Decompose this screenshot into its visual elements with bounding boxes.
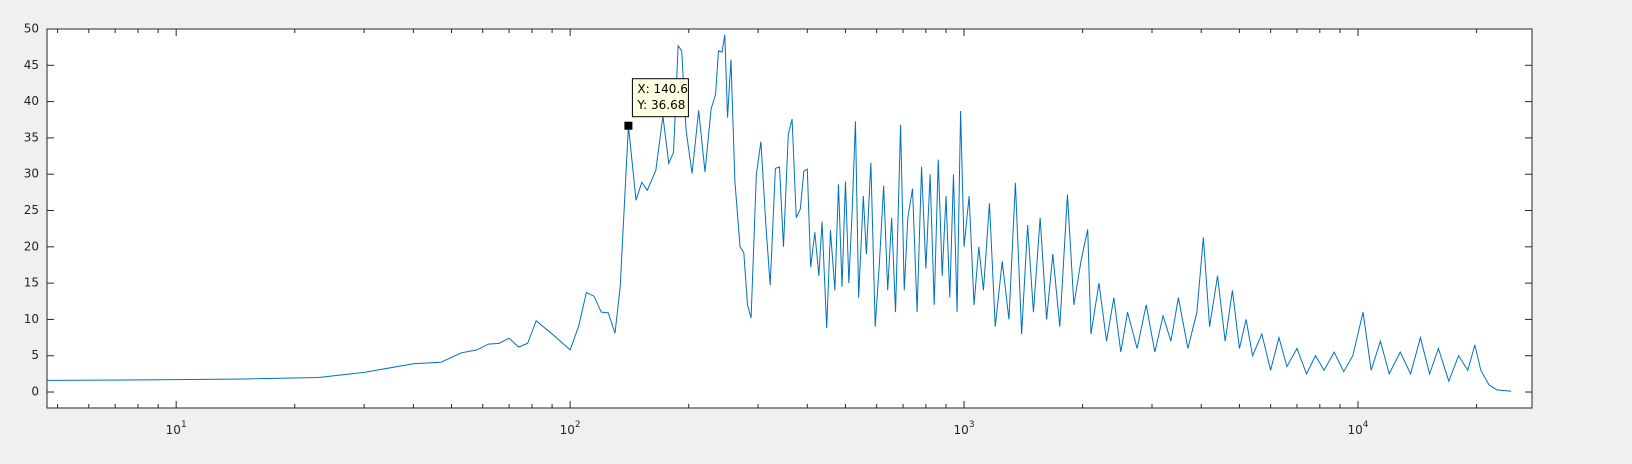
x-tick-label: 104 — [1347, 420, 1368, 437]
y-tick-label: 0 — [31, 385, 39, 399]
axes: 0 5 10 15 20 25 30 35 40 45 50 101 102 103 104 X: 140.6… — [24, 22, 1533, 437]
datatip-box — [631, 78, 689, 118]
x-tick-label: 101 — [166, 420, 187, 437]
y-tick-label: 10 — [24, 312, 39, 326]
data-line — [47, 34, 1512, 392]
x-tick-label: 103 — [954, 420, 975, 437]
y-tick-label: 30 — [24, 167, 39, 181]
y-tick-label: 25 — [24, 203, 39, 217]
y-tick-label: 15 — [24, 276, 39, 290]
datatip-marker — [624, 121, 633, 130]
y-tick-label: 5 — [31, 348, 39, 362]
y-tick-label: 40 — [24, 94, 39, 108]
plot-content — [47, 34, 1512, 392]
datatip-y: Y: 36.68 — [636, 98, 685, 112]
plot-area — [47, 29, 1532, 408]
y-tick-label: 35 — [24, 130, 39, 144]
y-tick-label: 20 — [24, 239, 39, 253]
y-tick-label: 50 — [24, 22, 39, 36]
datatip-x: X: 140.6 — [637, 82, 687, 96]
x-tick-label: 102 — [560, 420, 581, 437]
axes-box — [46, 28, 1533, 409]
y-tick-label: 45 — [24, 58, 39, 72]
datatip: X: 140.6 Y: 36.68 — [631, 78, 689, 118]
